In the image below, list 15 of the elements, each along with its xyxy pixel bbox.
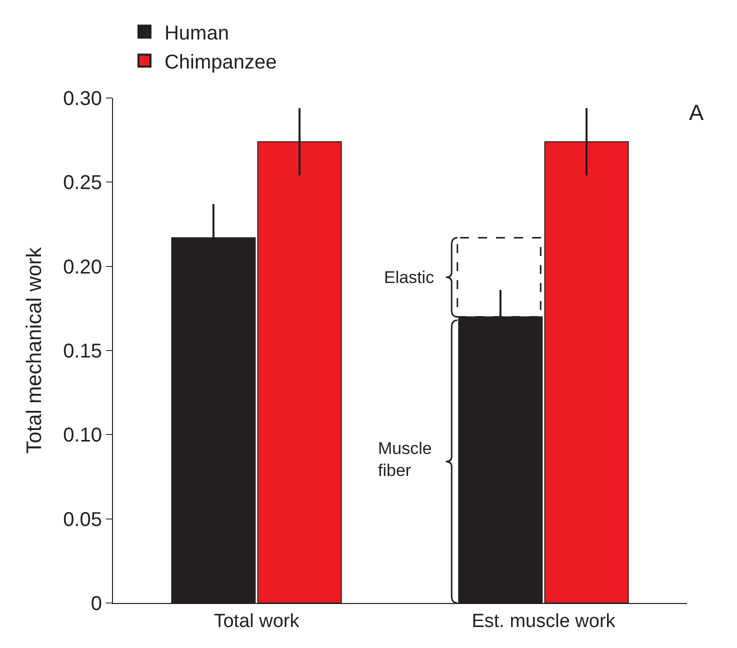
y-axis-title: Total mechanical work (23, 246, 46, 454)
y-tick-label: 0.10 (63, 424, 102, 447)
x-tick-label: Total work (214, 610, 300, 632)
text: A (689, 100, 704, 125)
y-tick-label: 0.30 (63, 88, 102, 110)
y-tick-label: 0.25 (63, 172, 102, 194)
legend-label: Chimpanzee (164, 51, 277, 74)
annotation: Muscle fiber (378, 439, 432, 480)
y-tick-label: 0 (90, 593, 102, 615)
x-tick-label: Est. muscle work (472, 610, 616, 632)
y-tick-label: 0.15 (63, 340, 102, 362)
legend-label: Human (164, 22, 229, 44)
y-tick-label: 0.20 (63, 256, 102, 278)
y-tick-label: 0.05 (63, 508, 102, 531)
annotation: Elastic (384, 268, 435, 287)
